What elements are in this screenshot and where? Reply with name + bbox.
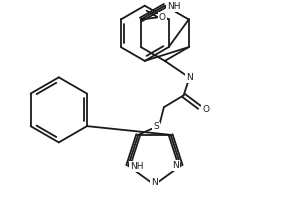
Text: N: N [151, 178, 158, 187]
Text: NH: NH [130, 162, 144, 171]
Text: O: O [202, 105, 209, 114]
Text: N: N [172, 161, 179, 170]
Text: O: O [159, 13, 166, 22]
Text: S: S [153, 122, 159, 131]
Text: N: N [186, 73, 193, 82]
Text: NH: NH [167, 2, 180, 11]
